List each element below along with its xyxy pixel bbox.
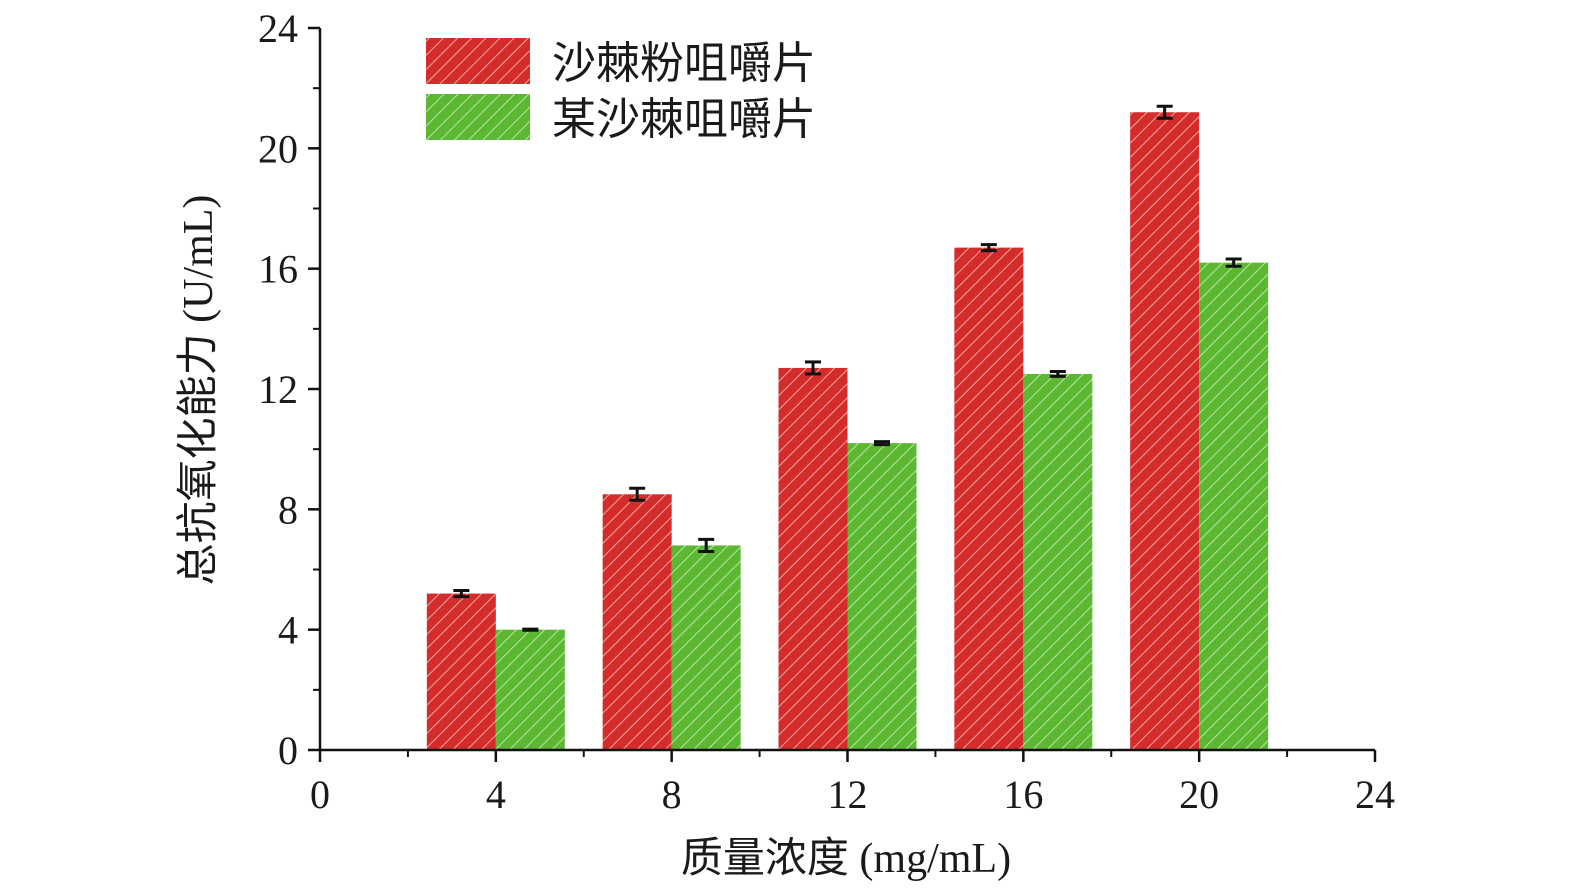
x-tick-label-4: 4 [486, 772, 506, 817]
error-bar-series-1-x12 [805, 360, 821, 376]
bar-series-1-x8 [602, 494, 672, 750]
ticks-layer: 0 4 8 12 16 20 24 0 4 8 12 16 20 24 [258, 6, 1395, 817]
x-tick-label-24: 24 [1355, 772, 1395, 817]
x-tick-label-12: 12 [828, 772, 868, 817]
legend-swatch-series-1 [426, 38, 530, 84]
error-bar-series-1-x4 [453, 589, 470, 599]
error-bar-series-2-x12 [874, 440, 890, 447]
bars-layer [426, 104, 1269, 750]
error-bar-series-2-x8 [698, 537, 715, 553]
bar-series-1-x12 [778, 367, 848, 750]
bar-series-1-x16 [954, 247, 1024, 750]
error-bar-series-2-x4 [522, 627, 539, 632]
y-tick-label-4: 4 [278, 608, 298, 653]
error-bar-series-2-x20 [1225, 257, 1242, 268]
error-bar-series-1-x8 [629, 486, 646, 502]
x-tick-label-0: 0 [310, 772, 330, 817]
legend-label-series-2: 某沙棘咀嚼片 [552, 95, 816, 144]
y-tick-label-20: 20 [258, 126, 298, 171]
y-axis-title: 总抗氧化能力 (U/mL) [175, 195, 222, 586]
bar-series-2-x4 [495, 629, 565, 750]
error-bar-series-1-x16 [980, 243, 997, 253]
x-axis-title: 质量浓度 (mg/mL) [681, 836, 1011, 882]
bar-series-1-x20 [1130, 112, 1200, 750]
bar-series-2-x8 [671, 545, 741, 750]
error-bar-series-1-x20 [1156, 104, 1173, 120]
x-tick-label-8: 8 [662, 772, 682, 817]
bar-series-1-x4 [426, 593, 496, 750]
x-tick-label-16: 16 [1003, 772, 1043, 817]
error-bar-series-2-x16 [1049, 370, 1066, 378]
legend-label-series-1: 沙棘粉咀嚼片 [552, 39, 816, 88]
bar-series-2-x12 [847, 443, 917, 750]
y-tick-label-16: 16 [258, 247, 298, 292]
y-tick-label-0: 0 [278, 728, 298, 773]
legend: 沙棘粉咀嚼片 某沙棘咀嚼片 [426, 38, 816, 144]
legend-swatch-series-2 [426, 94, 530, 140]
bar-series-2-x16 [1023, 373, 1093, 750]
x-tick-label-20: 20 [1179, 772, 1219, 817]
bar-series-2-x20 [1199, 262, 1269, 750]
y-tick-label-8: 8 [278, 487, 298, 532]
y-tick-label-12: 12 [258, 367, 298, 412]
y-tick-label-24: 24 [258, 6, 298, 51]
